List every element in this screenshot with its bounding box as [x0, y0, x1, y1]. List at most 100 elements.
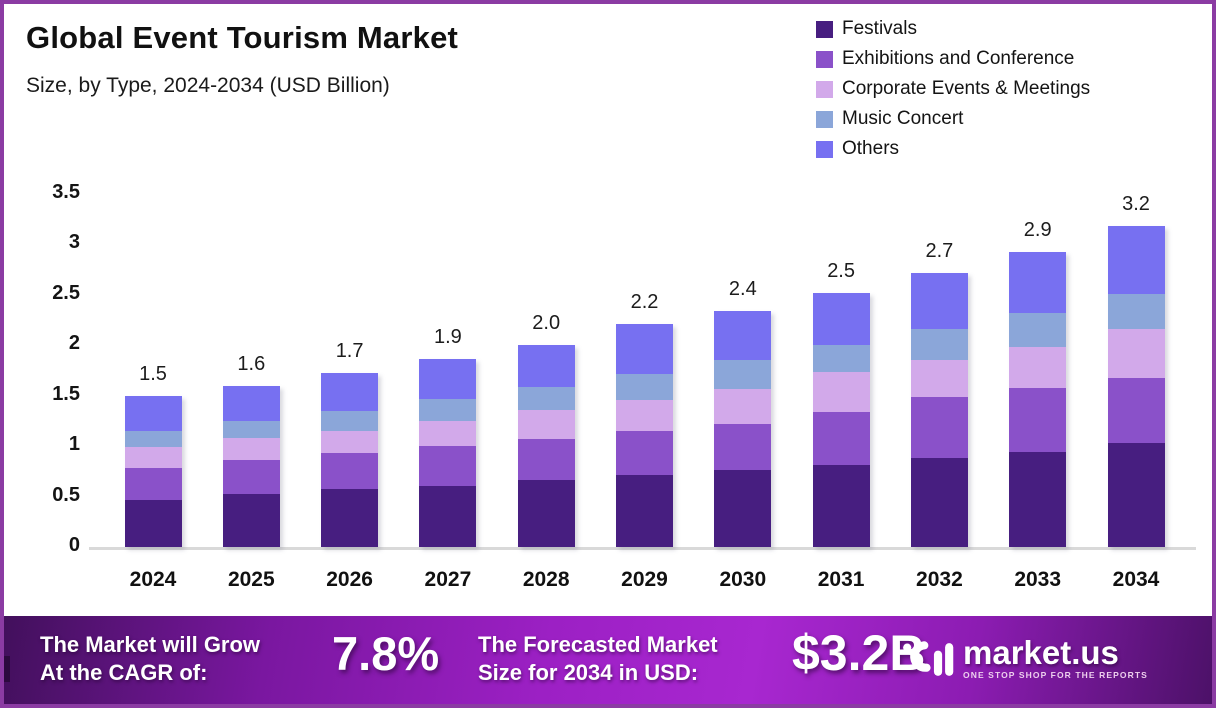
- cagr-label-line2: At the CAGR of:: [40, 660, 208, 685]
- x-axis-label: 2026: [326, 568, 373, 591]
- y-tick-label: 3.5: [52, 181, 80, 203]
- segment-festivals-2026: [321, 489, 379, 547]
- legend-item-others: Others: [816, 134, 1090, 164]
- segment-corporate-events-meetings-2024: [124, 447, 182, 469]
- segment-festivals-2031: [812, 465, 870, 547]
- segment-music-concert-2030: [714, 360, 772, 389]
- cagr-value: 7.8%: [332, 627, 440, 680]
- legend-label: Exhibitions and Conference: [842, 48, 1075, 69]
- segment-corporate-events-meetings-2028: [517, 409, 575, 440]
- bar-2031: [812, 292, 870, 547]
- segment-corporate-events-meetings-2032: [910, 360, 968, 397]
- segment-others-2032: [910, 272, 968, 330]
- x-axis-label: 2025: [227, 568, 275, 591]
- segment-exhibitions-and-conference-2033: [1009, 387, 1067, 453]
- legend-label: Festivals: [842, 18, 917, 39]
- bar-value-label: 3.2: [1122, 193, 1150, 216]
- bar-2030: [714, 310, 772, 547]
- bar-value-label: 2.9: [1023, 219, 1052, 242]
- legend-swatch-icon: [816, 20, 833, 38]
- segment-exhibitions-and-conference-2031: [812, 411, 870, 466]
- bar-value-label: 2.5: [827, 259, 855, 282]
- segment-exhibitions-and-conference-2030: [714, 423, 772, 471]
- x-axis-label: 2034: [1112, 568, 1160, 591]
- segment-exhibitions-and-conference-2025: [222, 460, 280, 494]
- legend-label: Others: [842, 138, 900, 159]
- bar-2033: [1009, 252, 1067, 547]
- bar-value-label: 2.7: [925, 239, 954, 262]
- forecast-label: The Forecasted Market Size for 2034 in U…: [478, 631, 718, 687]
- x-axis-label: 2030: [719, 568, 767, 591]
- cagr-label-line1: The Market will Grow: [40, 632, 261, 657]
- segment-others-2031: [812, 292, 870, 346]
- marketus-logo-icon: [903, 641, 954, 676]
- segment-festivals-2034: [1107, 443, 1165, 547]
- segment-festivals-2028: [517, 480, 575, 547]
- segment-music-concert-2024: [124, 431, 182, 448]
- legend-item-corporate-events-meetings: Corporate Events & Meetings: [816, 74, 1090, 104]
- segment-corporate-events-meetings-2030: [714, 388, 772, 424]
- brand-logo-link[interactable]: market.us ONE STOP SHOP FOR THE REPORTS: [902, 632, 1148, 684]
- segment-exhibitions-and-conference-2027: [419, 446, 477, 487]
- legend-swatch-icon: [816, 140, 833, 158]
- segment-music-concert-2025: [222, 420, 280, 439]
- bar-2024: [124, 395, 182, 547]
- segment-music-concert-2029: [616, 373, 673, 400]
- segment-festivals-2030: [714, 470, 772, 547]
- y-tick-label: 1.5: [52, 382, 80, 405]
- x-axis-label: 2029: [621, 568, 668, 591]
- x-axis-label: 2033: [1014, 568, 1062, 591]
- bar-2034: [1107, 226, 1165, 547]
- bar-2029: [616, 324, 673, 547]
- segment-exhibitions-and-conference-2034: [1107, 377, 1165, 444]
- legend-item-festivals: Festivals: [816, 14, 1090, 44]
- cagr-label: The Market will Grow At the CAGR of:: [40, 631, 260, 687]
- x-axis-label: 2032: [916, 568, 963, 591]
- segment-others-2029: [616, 324, 673, 374]
- x-axis-label: 2031: [817, 568, 865, 591]
- segment-corporate-events-meetings-2026: [321, 430, 379, 454]
- segment-others-2028: [517, 345, 575, 387]
- y-tick-label: 0.5: [52, 483, 80, 506]
- segment-festivals-2029: [616, 475, 673, 547]
- segment-others-2034: [1107, 226, 1165, 294]
- bar-value-label: 2.4: [728, 277, 757, 300]
- legend-label: Corporate Events & Meetings: [842, 78, 1091, 99]
- forecast-value: $3.2B: [792, 625, 926, 681]
- segment-festivals-2024: [124, 499, 182, 547]
- y-tick-label: 3: [68, 231, 80, 254]
- bar-2032: [910, 272, 968, 547]
- segment-music-concert-2032: [910, 329, 968, 361]
- legend-item-exhibitions-and-conference: Exhibitions and Conference: [816, 44, 1090, 74]
- segment-music-concert-2033: [1009, 312, 1067, 348]
- segment-exhibitions-and-conference-2029: [616, 430, 673, 476]
- legend-swatch-icon: [816, 50, 833, 68]
- segment-music-concert-2027: [419, 398, 477, 421]
- segment-music-concert-2028: [517, 386, 575, 410]
- bar-value-label: 1.7: [335, 339, 364, 362]
- segment-festivals-2032: [910, 458, 968, 547]
- segment-corporate-events-meetings-2033: [1009, 347, 1067, 388]
- segment-corporate-events-meetings-2031: [812, 372, 870, 412]
- brand-tagline: ONE STOP SHOP FOR THE REPORTS: [963, 670, 1148, 680]
- segment-corporate-events-meetings-2029: [616, 399, 673, 431]
- bar-2026: [321, 372, 379, 547]
- segment-music-concert-2031: [812, 345, 870, 373]
- legend-item-music-concert: Music Concert: [816, 104, 1090, 134]
- segment-others-2027: [419, 359, 477, 399]
- y-tick-label: 1: [68, 433, 80, 456]
- x-axis-label: 2024: [129, 568, 177, 591]
- segment-exhibitions-and-conference-2026: [321, 453, 379, 490]
- forecast-label-line2: Size for 2034 in USD:: [478, 660, 699, 685]
- segment-others-2026: [321, 372, 379, 411]
- legend-label: Music Concert: [842, 108, 964, 129]
- page-title: Global Event Tourism Market: [26, 20, 459, 55]
- banner-left-notch: [4, 656, 10, 682]
- x-axis-label: 2028: [522, 568, 570, 591]
- segment-festivals-2027: [419, 486, 477, 547]
- bar-2025: [222, 385, 280, 547]
- segment-others-2030: [714, 310, 772, 361]
- bar-2027: [419, 359, 477, 547]
- segment-exhibitions-and-conference-2028: [517, 439, 575, 481]
